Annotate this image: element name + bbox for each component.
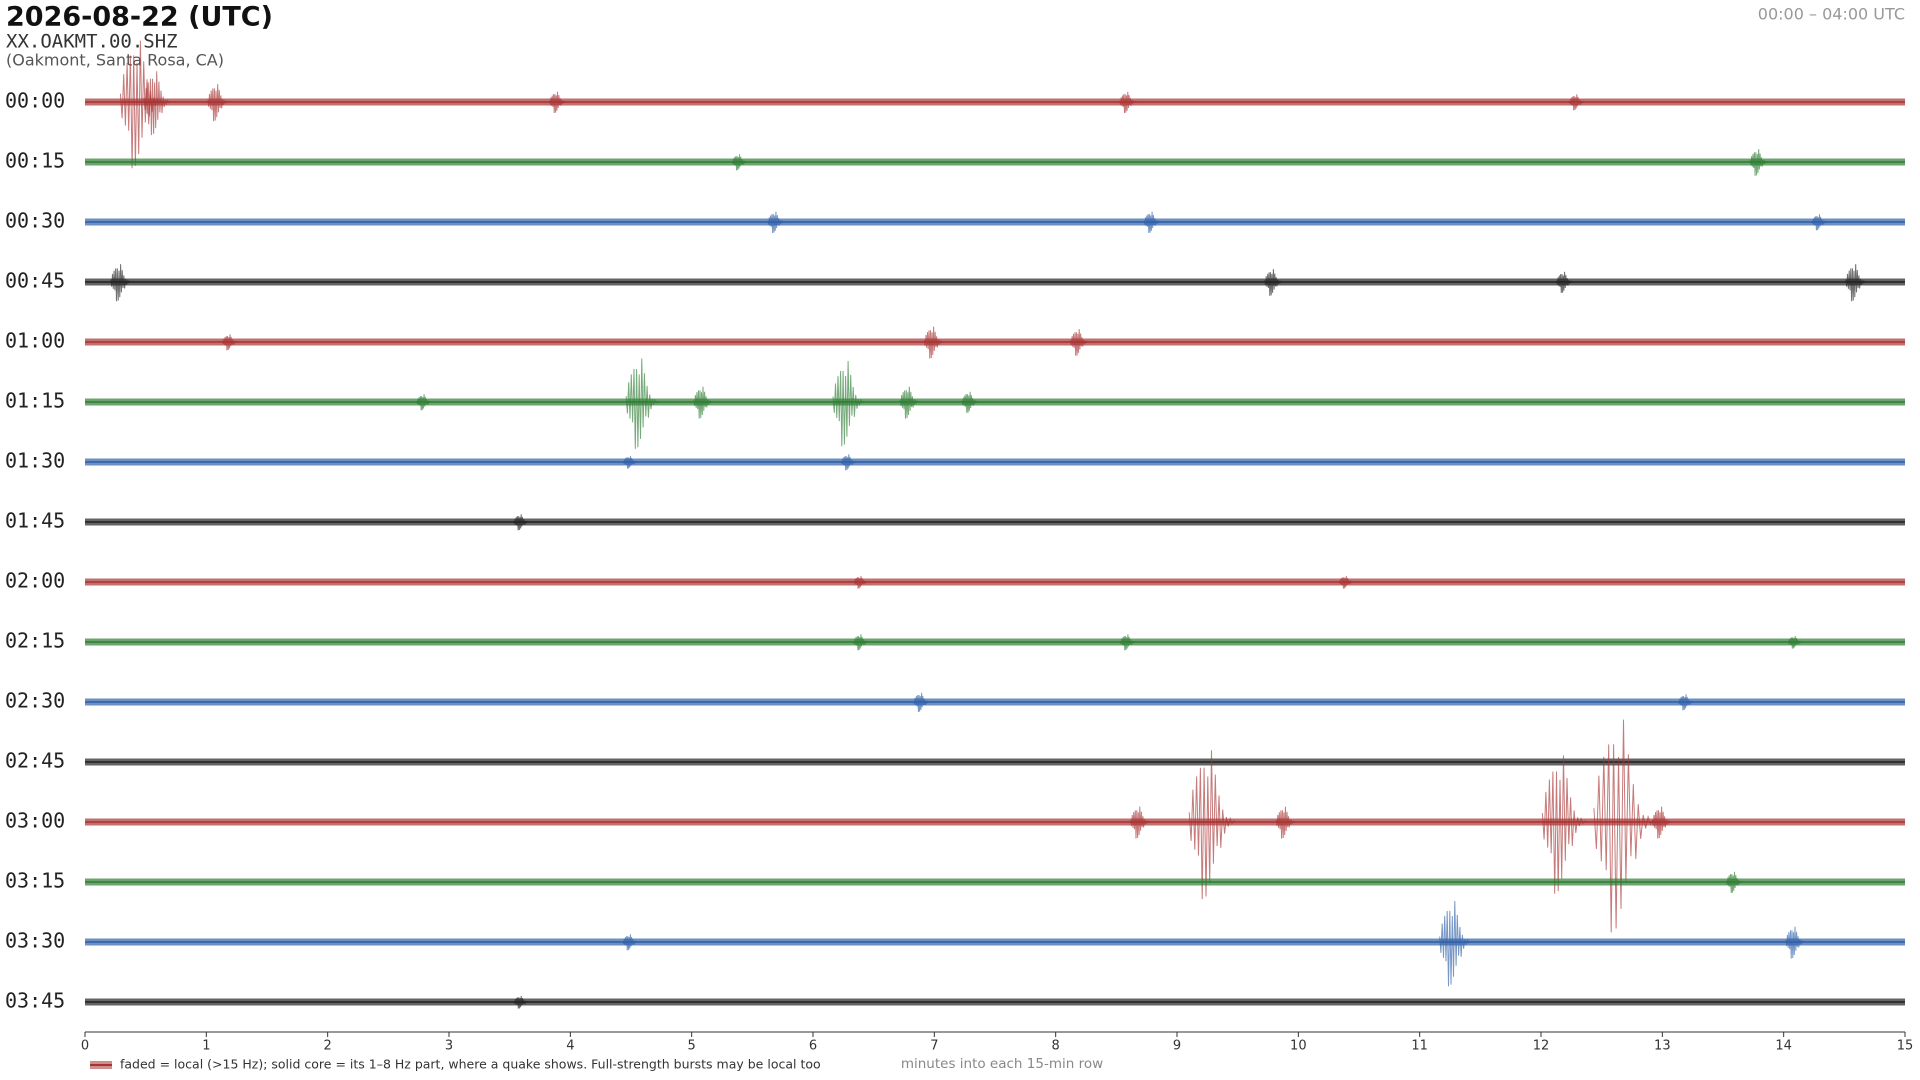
event-burst	[1120, 634, 1137, 651]
event-burst	[767, 211, 786, 234]
row-label: 00:45	[5, 269, 65, 293]
x-tick-label: 0	[81, 1039, 89, 1054]
event-burst	[1070, 329, 1090, 356]
row-label: 03:45	[5, 989, 65, 1013]
event-burst	[961, 391, 980, 414]
x-tick-label: 5	[688, 1039, 696, 1054]
event-burst	[1130, 806, 1151, 839]
event-burst	[693, 386, 714, 419]
event-burst	[1569, 94, 1586, 111]
event-burst	[899, 386, 921, 419]
event-burst	[832, 360, 866, 447]
row-label: 03:15	[5, 869, 65, 893]
row-label: 01:15	[5, 389, 65, 413]
event-burst	[731, 154, 749, 171]
event-burst	[625, 358, 661, 449]
row-label: 01:30	[5, 449, 65, 473]
event-burst	[1726, 871, 1744, 894]
x-tick-label: 6	[809, 1039, 817, 1054]
row-label: 00:30	[5, 209, 65, 233]
x-tick-label: 10	[1290, 1039, 1307, 1054]
row-label: 00:00	[5, 89, 65, 113]
event-burst	[1439, 900, 1473, 987]
row-label: 02:45	[5, 749, 65, 773]
location: (Oakmont, Santa Rosa, CA)	[6, 51, 224, 70]
event-burst	[513, 995, 530, 1009]
x-tick-label: 14	[1775, 1039, 1792, 1054]
x-tick-label: 12	[1533, 1039, 1550, 1054]
event-burst	[1264, 269, 1284, 296]
event-burst	[1541, 755, 1589, 894]
row-label: 00:15	[5, 149, 65, 173]
event-burst	[913, 692, 931, 712]
time-range: 00:00 – 04:00 UTC	[1758, 5, 1905, 24]
event-burst	[853, 575, 870, 589]
event-burst	[622, 455, 639, 469]
x-tick-label: 9	[1173, 1039, 1181, 1054]
x-tick-label: 11	[1411, 1039, 1428, 1054]
x-axis-label: minutes into each 15-min row	[901, 1056, 1103, 1072]
x-tick-label: 7	[930, 1039, 938, 1054]
row-label: 02:30	[5, 689, 65, 713]
x-tick-label: 13	[1654, 1039, 1671, 1054]
event-burst	[1811, 214, 1828, 231]
row-label: 02:15	[5, 629, 65, 653]
x-tick-label: 4	[566, 1039, 574, 1054]
event-burst	[1188, 750, 1238, 900]
event-burst	[110, 264, 133, 302]
event-burst	[1275, 806, 1297, 839]
event-burst	[1651, 806, 1673, 839]
event-burst	[1143, 211, 1162, 234]
event-burst	[1787, 635, 1804, 649]
title: 2026-08-22 (UTC)	[6, 2, 273, 33]
x-tick-label: 8	[1052, 1039, 1060, 1054]
row-label: 01:00	[5, 329, 65, 353]
event-burst	[207, 84, 230, 122]
legend-text: faded = local (>15 Hz); solid core = its…	[120, 1057, 821, 1072]
event-burst	[853, 634, 870, 651]
x-tick-label: 3	[445, 1039, 453, 1054]
event-burst	[416, 394, 433, 411]
row-label: 03:00	[5, 809, 65, 833]
event-burst	[513, 514, 530, 531]
row-label: 02:00	[5, 569, 65, 593]
row-label: 01:45	[5, 509, 65, 533]
x-tick-label: 2	[324, 1039, 332, 1054]
event-burst	[622, 934, 639, 951]
x-tick-label: 1	[202, 1039, 210, 1054]
event-burst	[1593, 719, 1659, 933]
event-burst	[1678, 694, 1695, 711]
event-burst	[1338, 575, 1355, 589]
event-burst	[222, 334, 239, 351]
event-burst	[1749, 149, 1769, 176]
event-burst	[1785, 926, 1806, 959]
event-burst	[549, 91, 567, 114]
event-burst	[1119, 91, 1138, 114]
station: XX.OAKMT.00.SHZ	[6, 31, 178, 53]
event-burst	[1556, 271, 1574, 294]
event-burst	[840, 454, 858, 471]
row-label: 03:30	[5, 929, 65, 953]
x-tick-label: 15	[1897, 1039, 1914, 1054]
event-burst	[923, 326, 945, 359]
event-burst	[143, 71, 172, 136]
event-burst	[1845, 264, 1868, 302]
